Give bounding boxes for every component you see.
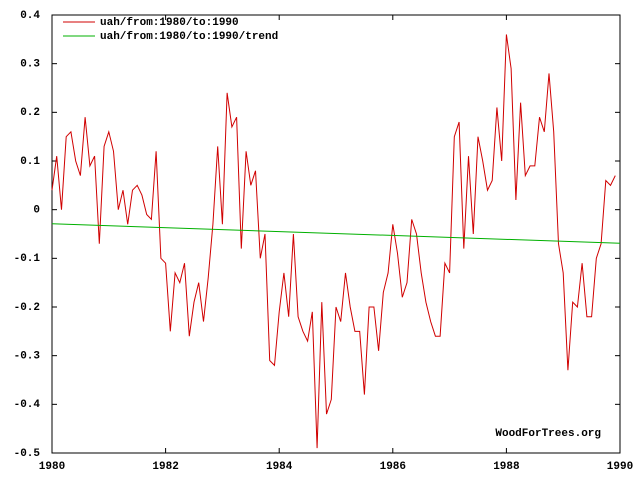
y-tick-label: -0.1: [14, 253, 41, 265]
x-tick-label: 1980: [39, 461, 65, 473]
x-tick-label: 1988: [493, 461, 520, 473]
x-tick-label: 1990: [607, 461, 633, 473]
y-tick-label: -0.4: [14, 399, 41, 411]
legend-label: uah/from:1980/to:1990: [100, 17, 239, 29]
watermark: WoodForTrees.org: [495, 428, 601, 440]
x-tick-label: 1984: [266, 461, 293, 473]
y-tick-label: -0.2: [14, 302, 40, 314]
data-line: [51, 223, 621, 244]
x-tick-label: 1986: [380, 461, 406, 473]
y-tick-label: 0.1: [20, 156, 40, 168]
y-tick-label: 0.3: [20, 59, 40, 71]
y-tick-label: 0.2: [20, 107, 40, 119]
y-tick-label: 0: [33, 205, 40, 217]
data-line: [51, 34, 616, 449]
x-tick-label: 1982: [152, 461, 178, 473]
y-tick-label: -0.5: [14, 448, 41, 460]
y-tick-label: 0.4: [20, 10, 40, 22]
legend-label: uah/from:1980/to:1990/trend: [100, 31, 278, 43]
y-tick-label: -0.3: [14, 351, 41, 363]
